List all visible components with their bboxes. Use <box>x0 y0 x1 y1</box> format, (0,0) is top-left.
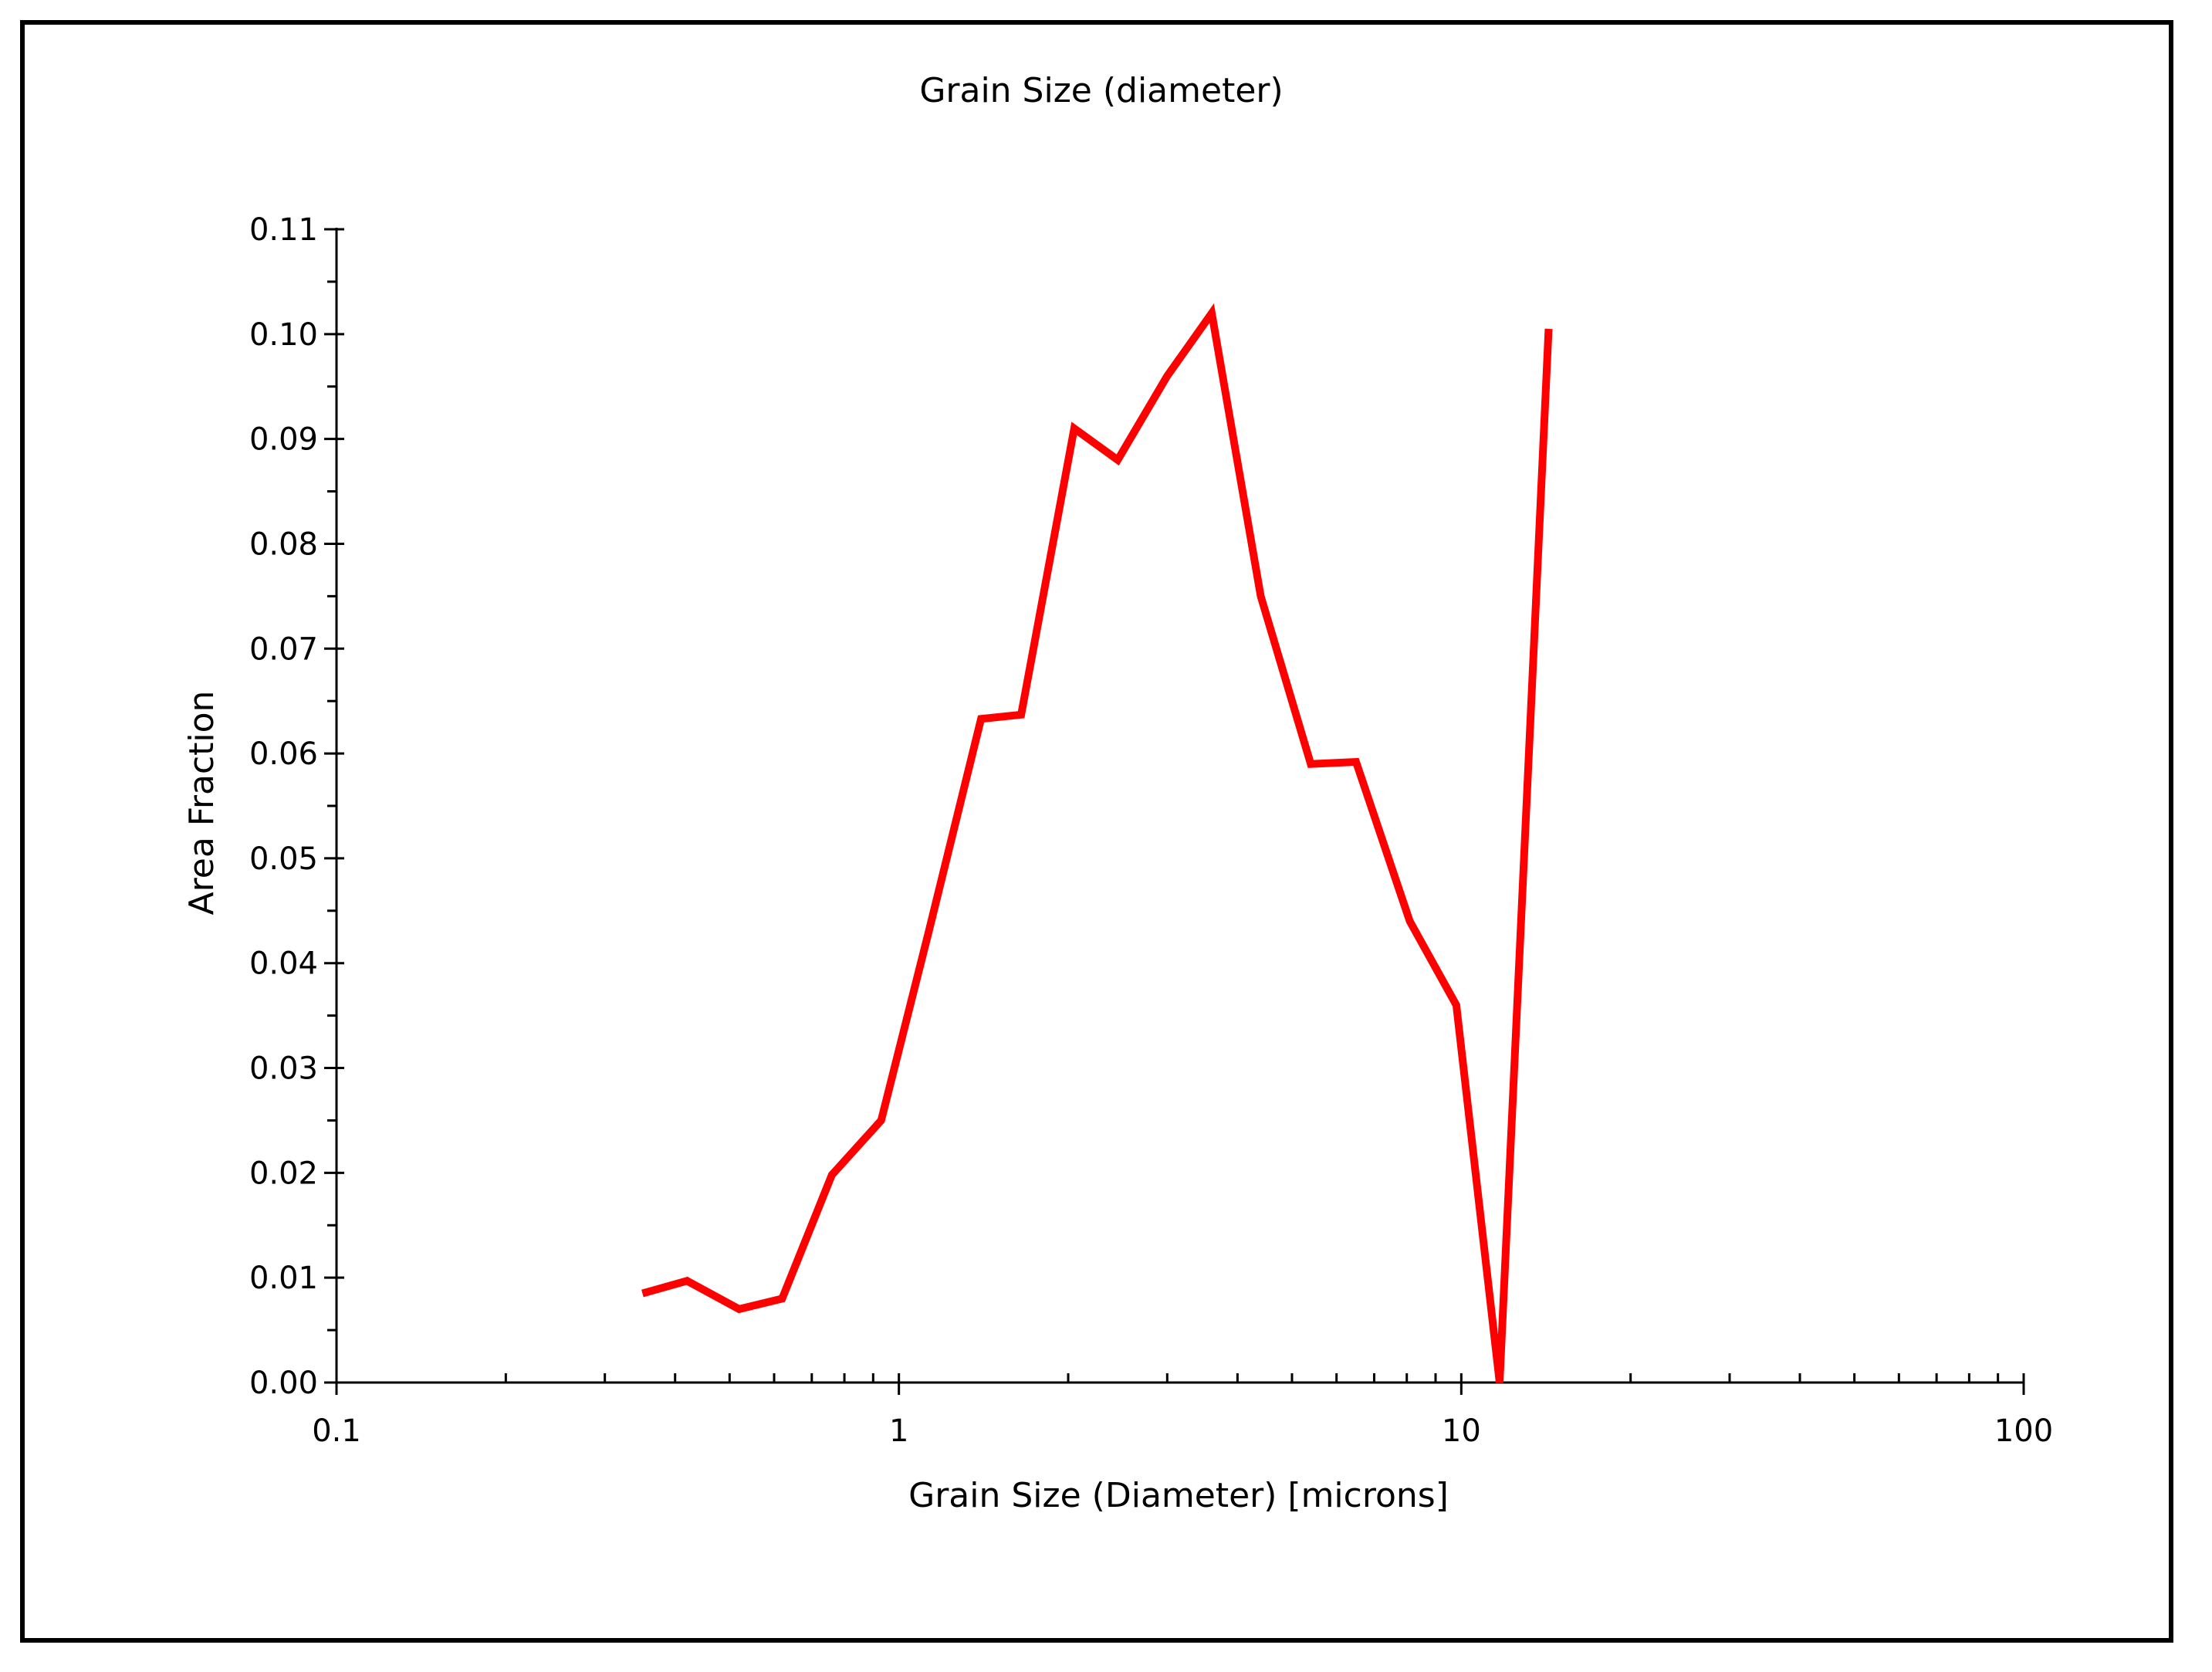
series-line <box>641 303 1553 1383</box>
y-tick-label: 0.11 <box>249 212 318 248</box>
y-tick-label: 0.08 <box>249 526 318 562</box>
x-tick-label: 0.1 <box>312 1413 361 1449</box>
x-tick-label: 10 <box>1442 1413 1481 1449</box>
y-tick-label: 0.06 <box>249 736 318 772</box>
y-axis: 0.00 0.01 0.02 0.03 0.04 0.05 0.06 0.07 0.08 0.09… <box>249 212 344 1401</box>
y-tick-label: 0.01 <box>249 1261 318 1296</box>
y-tick-label: 0.03 <box>249 1051 318 1087</box>
y-tick-label: 0.04 <box>249 946 318 982</box>
x-axis-title: Grain Size (Diameter) [microns] <box>908 1476 1449 1515</box>
y-tick-label: 0.02 <box>249 1156 318 1191</box>
x-tick-label: 100 <box>1994 1413 2053 1449</box>
y-tick-label: 0.09 <box>249 422 318 458</box>
y-tick-label: 0.05 <box>249 841 318 877</box>
y-axis-title: Area Fraction <box>182 691 222 916</box>
chart-frame: Grain Size (diameter) 0.00 0.01 0.02 0.03 0.… <box>20 20 2173 1643</box>
y-tick-label: 0.10 <box>249 317 318 353</box>
plot-series <box>641 303 1553 1383</box>
y-tick-label: 0.07 <box>249 631 318 667</box>
chart-title: Grain Size (diameter) <box>919 71 1283 110</box>
x-axis: 0.1 1 10 100 <box>312 1373 2053 1449</box>
y-tick-label: 0.00 <box>249 1366 318 1401</box>
x-tick-label: 1 <box>889 1413 908 1449</box>
grain-size-chart: Grain Size (diameter) 0.000.010.020.030.… <box>182 71 2053 1515</box>
